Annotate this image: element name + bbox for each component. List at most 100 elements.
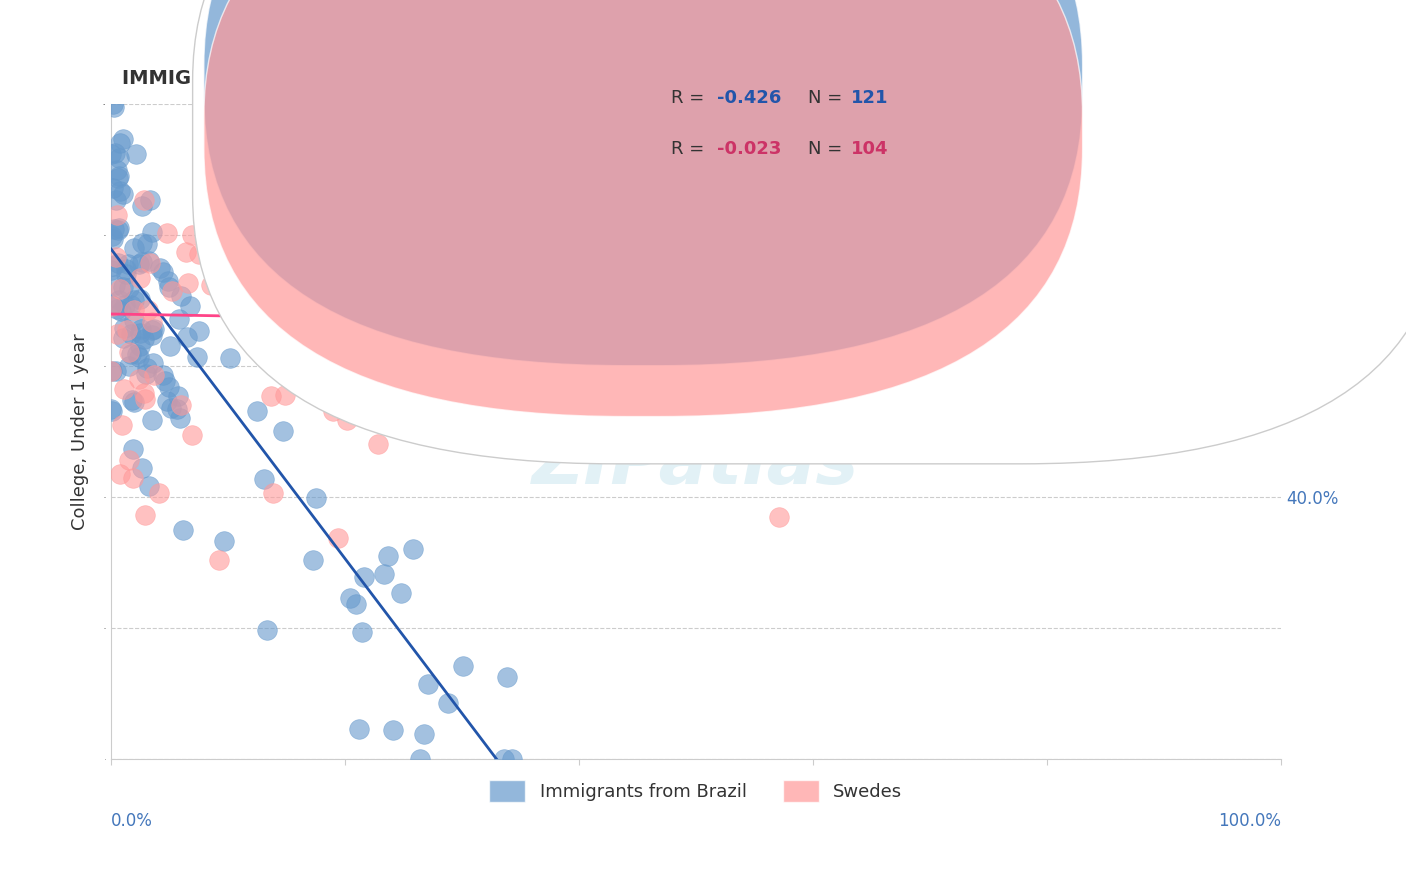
Point [598,239,620,253]
Point [271,425,294,439]
Point [402,542,425,557]
Point [170,289,193,303]
Point [134,392,156,407]
Point [105,163,128,178]
Point [104,146,127,161]
Point [418,677,440,691]
Point [326,531,349,545]
Point [110,303,132,318]
Point [553,116,575,130]
Point [174,244,197,259]
Point [131,235,153,250]
Point [131,461,153,475]
Text: -0.426: -0.426 [717,89,782,107]
Point [170,398,193,412]
Point [160,401,183,415]
Point [107,327,129,342]
Point [118,281,141,295]
Point [409,752,432,766]
Point [104,364,127,378]
Text: R =: R = [671,89,710,107]
Point [344,597,367,611]
Point [100,402,122,417]
Point [503,271,526,285]
Point [134,508,156,523]
Point [103,100,125,114]
Point [340,292,363,306]
Point [273,273,295,287]
Point [274,388,297,402]
Point [105,208,128,222]
Point [208,553,231,567]
Point [128,257,150,271]
Point [127,346,149,360]
Point [156,393,179,408]
Point [142,368,165,382]
Point [104,251,127,265]
Point [138,254,160,268]
Point [274,324,297,338]
Point [117,359,139,374]
Point [112,383,135,397]
Point [155,374,177,388]
Point [865,281,887,295]
Text: 121: 121 [851,89,889,107]
Point [156,227,179,241]
Point [501,752,523,766]
Point [111,280,134,294]
Point [131,199,153,213]
Point [101,298,124,312]
Point [117,257,139,271]
Point [179,299,201,313]
Point [159,339,181,353]
Point [108,282,131,296]
Point [446,288,468,302]
Point [350,625,373,640]
Point [591,326,613,341]
Point [453,241,475,255]
Point [934,107,956,121]
Point [100,262,122,277]
Point [107,223,129,237]
Point [120,298,142,312]
Point [122,302,145,317]
Legend: Immigrants from Brazil, Swedes: Immigrants from Brazil, Swedes [482,772,910,809]
Point [799,367,821,381]
Point [444,349,467,363]
Point [122,442,145,456]
Point [262,486,284,500]
Point [413,727,436,741]
Text: N =: N = [808,89,848,107]
Point [131,255,153,269]
Point [329,273,352,287]
Point [121,471,143,485]
Point [188,246,211,260]
Point [110,467,132,482]
Text: IMMIGRANTS FROM BRAZIL VS SWEDISH COLLEGE, UNDER 1 YEAR CORRELATION CHART: IMMIGRANTS FROM BRAZIL VS SWEDISH COLLEG… [122,69,1087,87]
Point [138,479,160,493]
Point [103,221,125,235]
Point [188,324,211,338]
Point [1019,443,1042,458]
Point [129,322,152,336]
Point [141,412,163,426]
Point [367,436,389,450]
Text: R =: R = [671,140,710,158]
Point [124,241,146,255]
Point [735,301,758,315]
Point [389,586,412,600]
Point [336,412,359,426]
Point [437,697,460,711]
Point [242,178,264,192]
Point [256,623,278,637]
Point [838,373,860,387]
Point [401,202,423,217]
Point [655,304,678,318]
Point [100,147,122,161]
Point [112,132,135,146]
Point [678,237,700,252]
Point [111,186,134,201]
Point [139,194,162,208]
Point [115,323,138,337]
Point [648,315,671,329]
